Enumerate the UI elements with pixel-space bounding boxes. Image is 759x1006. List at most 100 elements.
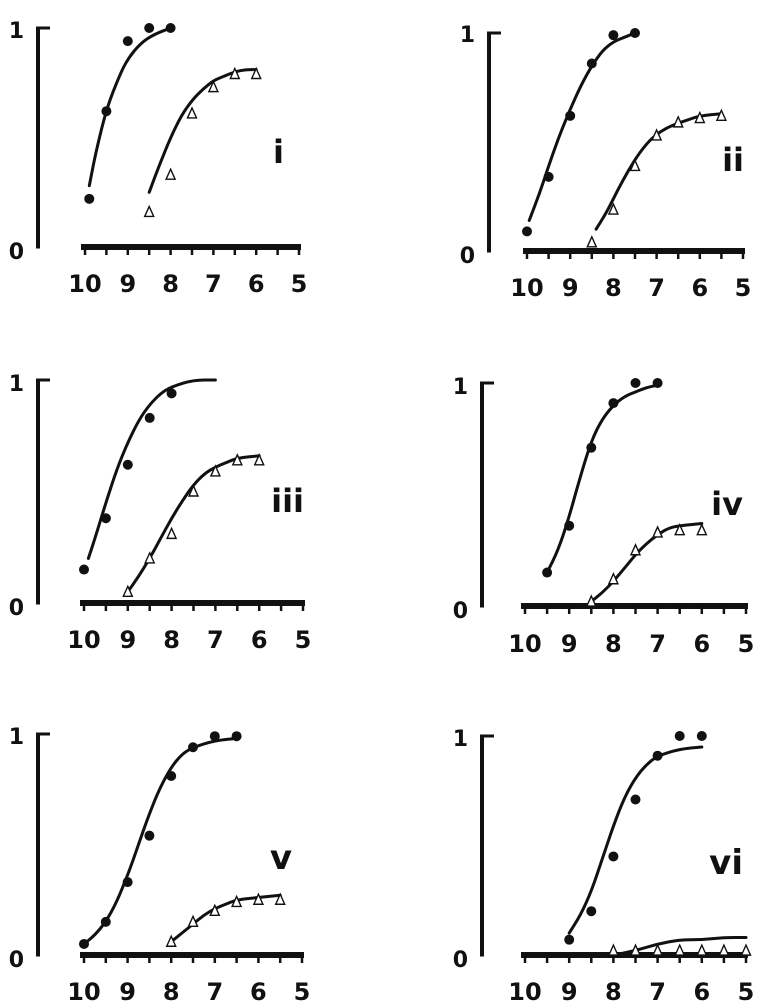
x-tick-label: 9 (561, 978, 578, 1006)
panel-vi: 10 9 8 7 6 5 0 1 vi (453, 727, 755, 1006)
data-point-open-triangle (715, 108, 727, 122)
data-point-filled-circle (652, 378, 663, 388)
fit-curve (545, 383, 660, 574)
data-point-open-triangle (629, 158, 641, 172)
data-point-open-triangle (166, 526, 178, 540)
panel-v: 10 9 8 7 6 5 0 1 v (9, 725, 311, 1006)
data-point-filled-circle (79, 938, 89, 949)
data-point-open-triangle (607, 202, 619, 215)
data-point-open-triangle (629, 543, 642, 556)
panel-label: v (270, 838, 292, 878)
data-point-filled-circle (144, 23, 155, 33)
data-point-open-triangle (186, 106, 198, 119)
x-tick-label: 9 (119, 626, 136, 654)
panel-i: 10 9 8 7 6 5 0 1 i (9, 19, 308, 298)
panel-label: iii (271, 482, 304, 520)
y-tick-label: 1 (460, 23, 475, 48)
y-tick-label: 1 (453, 375, 468, 400)
data-point-open-triangle (207, 79, 219, 93)
data-point-open-triangle (674, 522, 686, 536)
data-point-filled-circle (630, 378, 641, 388)
x-tick-label: 10 (508, 630, 541, 658)
data-point-open-triangle (229, 66, 241, 80)
y-tick-label: 0 (9, 596, 24, 621)
data-point-open-triangle (231, 894, 243, 908)
x-tick-label: 5 (738, 630, 755, 658)
x-tick-label: 7 (649, 978, 666, 1006)
data-point-open-triangle (187, 484, 200, 497)
data-point-filled-circle (100, 916, 111, 927)
data-point-filled-circle (565, 110, 576, 121)
fit-curve (611, 936, 748, 957)
data-point-filled-circle (166, 770, 177, 781)
data-point-filled-circle (564, 934, 575, 945)
x-tick-label: 5 (295, 626, 312, 654)
data-point-filled-circle (122, 877, 133, 888)
x-tick-label: 9 (119, 270, 136, 298)
data-point-filled-circle (542, 567, 553, 578)
data-point-open-triangle (209, 903, 221, 916)
data-point-filled-circle (84, 193, 95, 204)
data-point-filled-circle (564, 520, 575, 531)
data-point-open-triangle (652, 943, 664, 956)
x-tick-label: 6 (250, 978, 267, 1006)
x-tick-label: 6 (251, 626, 268, 654)
data-point-filled-circle (652, 750, 663, 761)
fit-curve (594, 112, 723, 231)
fit-curve (86, 378, 217, 560)
x-tick-label: 9 (119, 978, 136, 1006)
y-tick-label: 0 (9, 240, 24, 265)
panel-label: iv (711, 485, 743, 523)
data-point-filled-circle (630, 794, 641, 805)
data-point-filled-circle (101, 106, 112, 117)
panel-iv: 10 9 8 7 6 5 0 1 iv (453, 375, 755, 658)
y-tick-label: 1 (9, 372, 24, 397)
x-tick-label: 7 (207, 626, 224, 654)
data-point-filled-circle (231, 731, 242, 742)
x-tick-label: 7 (649, 630, 666, 658)
y-tick-label: 0 (453, 948, 468, 973)
x-tick-label: 5 (291, 270, 308, 298)
data-point-open-triangle (586, 235, 598, 248)
data-point-filled-circle (586, 58, 597, 69)
data-point-filled-circle (608, 851, 619, 862)
data-point-open-triangle (165, 934, 177, 947)
data-point-open-triangle (250, 66, 262, 80)
x-tick-label: 8 (162, 270, 179, 298)
data-point-filled-circle (166, 388, 177, 399)
fit-curve (567, 745, 704, 935)
y-tick-label: 1 (9, 725, 24, 750)
data-point-filled-circle (696, 731, 707, 741)
x-tick-label: 9 (562, 274, 579, 302)
data-point-open-triangle (696, 522, 708, 536)
data-point-filled-circle (122, 36, 133, 47)
x-tick-label: 8 (163, 978, 180, 1006)
y-tick-label: 0 (453, 599, 468, 624)
y-tick-label: 1 (9, 19, 24, 44)
data-point-filled-circle (144, 830, 155, 841)
data-point-filled-circle (608, 30, 619, 41)
data-point-open-triangle (651, 128, 663, 141)
data-point-filled-circle (144, 412, 155, 423)
data-point-open-triangle (143, 204, 155, 218)
fit-curve (527, 31, 637, 222)
x-tick-label: 10 (68, 270, 101, 298)
data-point-open-triangle (585, 594, 597, 607)
data-point-filled-circle (586, 442, 597, 453)
data-point-open-triangle (209, 464, 221, 477)
data-point-filled-circle (543, 171, 554, 182)
panel-label: vi (709, 843, 743, 883)
fit-curve (147, 68, 258, 194)
x-tick-label: 5 (735, 274, 752, 302)
data-point-open-triangle (144, 551, 156, 564)
data-point-open-triangle (252, 892, 264, 905)
data-point-open-triangle (696, 943, 708, 956)
data-point-filled-circle (674, 731, 685, 741)
y-tick-label: 0 (460, 244, 475, 269)
data-point-open-triangle (274, 892, 286, 905)
data-point-open-triangle (253, 453, 265, 466)
x-tick-label: 6 (693, 978, 710, 1006)
fit-curve (126, 454, 261, 594)
data-point-open-triangle (165, 167, 177, 180)
data-point-filled-circle (209, 731, 220, 742)
